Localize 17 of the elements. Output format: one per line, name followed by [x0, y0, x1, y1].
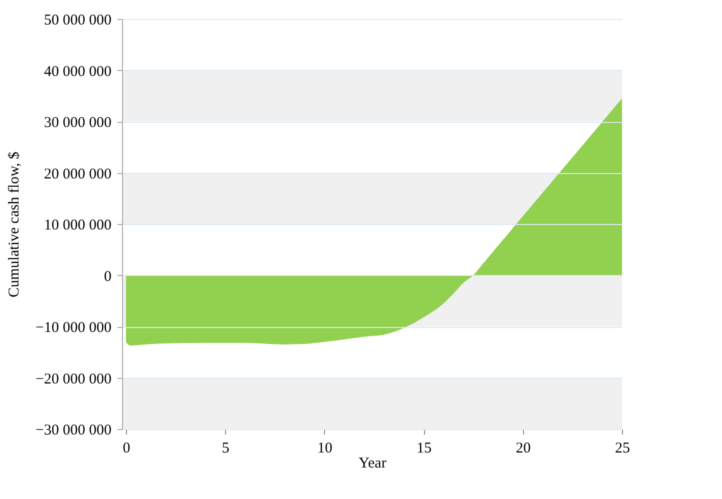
y-tick-label: 30 000 000 — [44, 115, 112, 131]
y-tick-label: −20 000 000 — [36, 371, 112, 388]
x-axis-title: Year — [358, 456, 386, 472]
x-tick-label: 25 — [615, 440, 630, 456]
x-tick-label: 0 — [122, 440, 130, 456]
y-tick-label: 40 000 000 — [44, 64, 112, 80]
y-tick-label: −10 000 000 — [36, 320, 112, 336]
y-tick-label: 50 000 000 — [44, 12, 112, 28]
y-axis-title: Cumulative cash flow, $ — [6, 151, 23, 298]
x-tick-label: 5 — [222, 440, 230, 456]
x-tick-label: 20 — [516, 440, 531, 456]
y-tick-label: 0 — [104, 268, 112, 285]
x-tick-label: 15 — [416, 440, 432, 456]
x-tick-label: 10 — [317, 440, 332, 456]
y-tick-label: −30 000 000 — [36, 422, 112, 438]
y-tick-label: 10 000 000 — [44, 218, 112, 234]
y-tick-label: 20 000 000 — [44, 166, 112, 182]
